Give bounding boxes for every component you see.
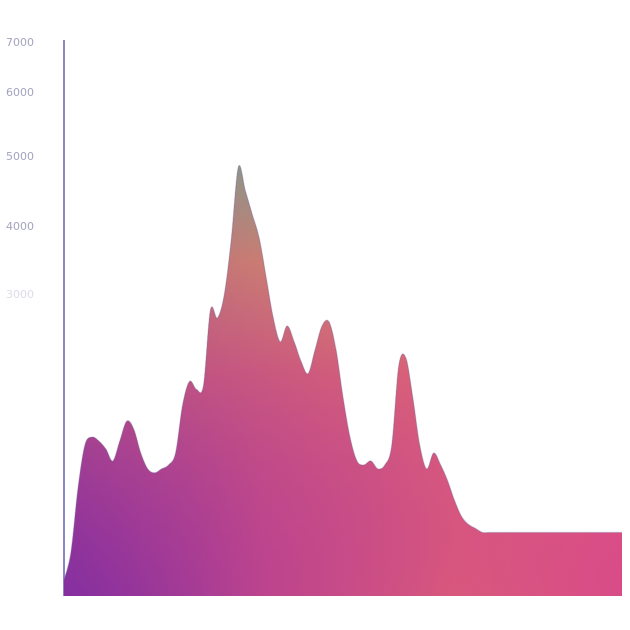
area-outline bbox=[63, 164, 622, 581]
area-series bbox=[63, 164, 622, 596]
y-tick-label: 6000 bbox=[6, 86, 34, 99]
area-left-shade bbox=[64, 165, 622, 596]
y-tick-label: 7000 bbox=[6, 36, 34, 49]
y-tick-label: 3000 bbox=[6, 288, 34, 301]
y-axis: 7000 6000 5000 4000 3000 bbox=[6, 36, 65, 596]
y-tick-label: 4000 bbox=[6, 220, 34, 233]
y-tick-label: 5000 bbox=[6, 150, 34, 163]
